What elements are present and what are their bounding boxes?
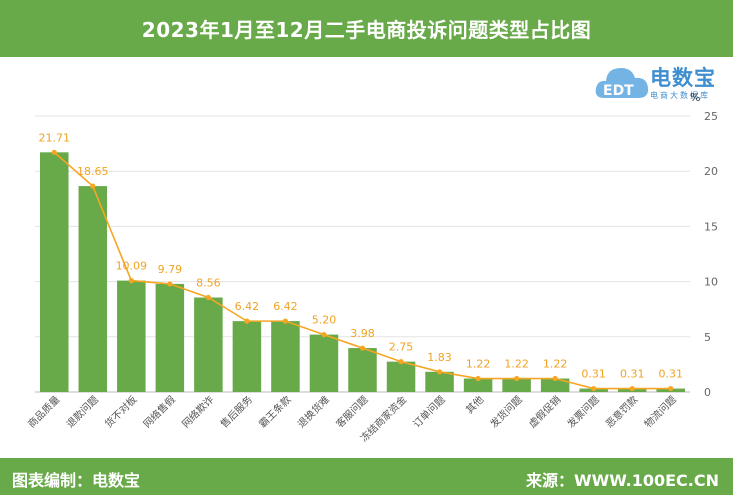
x-tick-label: 霸王条款 — [256, 393, 293, 430]
bar — [386, 361, 416, 392]
line-point — [167, 281, 173, 287]
y-tick-label: 10 — [704, 276, 718, 289]
data-label: 5.20 — [312, 314, 337, 327]
data-label: 0.31 — [620, 368, 645, 381]
brand-logo: EDT 电数宝 电商大数据库 — [594, 60, 729, 106]
line-point — [552, 375, 558, 382]
bar — [155, 283, 185, 392]
cloud-logo-icon: EDT — [595, 68, 649, 99]
x-tick-label: 网络欺诈 — [179, 393, 216, 430]
data-label: 10.09 — [116, 260, 148, 273]
bar — [271, 321, 300, 392]
x-tick-label: 发货问题 — [487, 393, 524, 430]
line-point — [205, 294, 211, 301]
x-tick-label: 商品质量 — [25, 393, 62, 430]
y-tick-label: 0 — [704, 386, 711, 399]
data-label: 1.22 — [466, 358, 491, 371]
line-point — [282, 318, 289, 324]
line-point — [359, 345, 366, 351]
bar — [502, 378, 531, 392]
line-point — [629, 385, 635, 392]
data-label: 9.79 — [158, 263, 183, 276]
x-tick-label: 其他 — [463, 393, 486, 416]
bar — [309, 334, 339, 392]
line-point — [51, 149, 57, 155]
bar — [117, 280, 146, 392]
y-tick-label: 20 — [704, 165, 718, 178]
x-tick-label: 客服问题 — [333, 393, 370, 430]
data-label: 21.71 — [39, 131, 71, 144]
footer-source: 来源：WWW.100EC.CN — [525, 471, 719, 490]
x-tick-label: 网络售假 — [140, 393, 177, 430]
data-label: 6.42 — [273, 300, 298, 313]
line-point — [591, 385, 597, 392]
data-label: 3.98 — [350, 327, 375, 340]
line-point — [321, 331, 327, 338]
bar — [194, 297, 223, 392]
line-point — [128, 278, 134, 284]
line-point — [436, 369, 443, 375]
y-tick-label: 5 — [704, 331, 711, 344]
data-label: 18.65 — [77, 165, 109, 178]
line-point — [398, 359, 404, 365]
line-point — [90, 183, 96, 189]
bar — [348, 348, 377, 392]
bar — [425, 371, 454, 392]
x-tick-label: 订单问题 — [410, 393, 447, 430]
bar — [232, 321, 262, 392]
data-label: 2.75 — [389, 341, 414, 354]
x-tick-label: 退款问题 — [63, 393, 100, 430]
y-tick-label: 15 — [704, 220, 718, 233]
x-tick-label: 发票问题 — [564, 393, 601, 430]
footer-bar: 图表编制：电数宝 来源：WWW.100EC.CN — [0, 458, 733, 495]
logo-badge: EDT — [603, 83, 634, 99]
data-label: 1.22 — [504, 358, 529, 371]
chart-title: 2023年1月至12月二手电商投诉问题类型占比图 — [0, 0, 733, 57]
x-tick-label: 货不对板 — [102, 393, 139, 430]
x-tick-label: 恶意罚款 — [603, 393, 640, 430]
line-point — [514, 375, 520, 382]
bar — [540, 378, 570, 392]
x-tick-label: 退换货难 — [295, 393, 332, 430]
line-point — [475, 375, 481, 382]
y-tick-label: 25 — [704, 110, 718, 123]
data-label: 1.22 — [543, 358, 568, 371]
bar — [40, 152, 69, 392]
x-tick-label: 虚假促销 — [526, 393, 563, 430]
bar — [78, 186, 108, 392]
line-point — [244, 318, 250, 324]
data-label: 8.56 — [196, 276, 221, 289]
x-tick-label: 物流问题 — [641, 393, 678, 430]
data-label: 6.42 — [235, 300, 260, 313]
data-label: 0.31 — [658, 368, 683, 381]
data-label: 0.31 — [581, 368, 606, 381]
data-label: 1.83 — [427, 351, 452, 364]
line-point — [668, 385, 674, 392]
logo-name: 电数宝 — [650, 66, 716, 90]
y-axis-unit: % — [690, 91, 701, 104]
bar — [463, 378, 493, 392]
footer-credit: 图表编制：电数宝 — [12, 471, 141, 490]
logo-subtitle: 电商大数据库 — [650, 91, 710, 100]
x-tick-label: 售后服务 — [218, 393, 255, 430]
